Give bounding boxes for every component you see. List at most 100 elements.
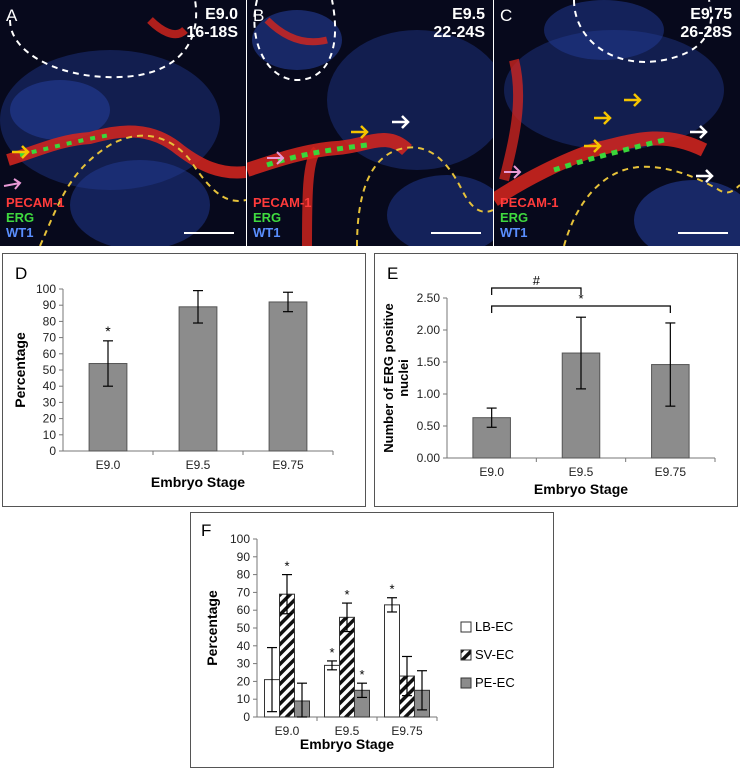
scale-bar <box>184 232 234 234</box>
significance-marker: * <box>389 582 394 597</box>
y-tick-label: 1.00 <box>417 387 441 401</box>
y-tick-label: 20 <box>43 412 57 426</box>
stain-green: ERG <box>6 210 35 225</box>
stain-red: PECAM-1 <box>500 195 559 210</box>
stage-value: E9.0 <box>205 6 238 23</box>
x-tick-label: E9.0 <box>479 465 504 479</box>
chart-f: 0 10 20 30 40 50 60 70 80 90 100 * E9.0 * * * E9.5 * E9.75… <box>204 532 515 752</box>
significance-marker: * <box>105 323 111 339</box>
x-axis-title: Embryo Stage <box>300 736 394 752</box>
y-tick-label: 30 <box>237 657 251 671</box>
chart-letter: F <box>201 521 212 540</box>
bar-lb-ec <box>384 604 400 718</box>
x-tick-label: E9.75 <box>655 465 687 479</box>
chart-panel-f: 0 10 20 30 40 50 60 70 80 90 100 * E9.0 * * * E9.5 * E9.75… <box>190 512 554 768</box>
significance-bracket <box>491 287 582 295</box>
stain-red: PECAM-1 <box>253 195 312 210</box>
y-axis-title: nuclei <box>396 359 411 397</box>
chart-e: 0.00 0.50 1.00 1.50 2.00 2.50 E9.0 E9.5 E9.75 Emb… <box>381 273 716 497</box>
x-tick-label: E9.75 <box>391 724 423 738</box>
legend-swatch <box>460 621 472 633</box>
stage-value: E9.5 <box>452 6 485 23</box>
x-tick-label: E9.75 <box>272 458 304 472</box>
somite-value: 22-24S <box>433 24 485 41</box>
y-tick-label: 40 <box>237 639 251 653</box>
bar <box>268 301 308 452</box>
somite-value: 16-18S <box>186 24 238 41</box>
y-tick-label: 60 <box>43 347 57 361</box>
panel-letter: C <box>500 6 513 25</box>
legend-swatch <box>460 677 472 689</box>
x-tick-label: E9.5 <box>335 724 360 738</box>
x-tick-label: E9.0 <box>275 724 300 738</box>
somite-value: 26-28S <box>680 24 732 41</box>
chart-panel-d: 0 10 20 30 40 50 60 70 80 90 100 * E9.0 E9.5 E9.75 Embr… <box>2 253 366 507</box>
significance-marker: * <box>329 645 334 660</box>
micrograph-panel-c: C E9.75 26-28S PECAM-1 ERG WT1 <box>494 0 740 246</box>
y-tick-label: 100 <box>230 532 250 546</box>
micrograph-image <box>494 0 740 246</box>
x-axis-title: Embryo Stage <box>534 481 628 497</box>
stain-blue: WT1 <box>6 225 34 240</box>
y-tick-label: 90 <box>43 298 57 312</box>
legend-label: SV-EC <box>475 647 514 662</box>
x-tick-label: E9.5 <box>186 458 211 472</box>
scale-bar <box>431 232 481 234</box>
y-tick-label: 0 <box>49 444 56 458</box>
significance-marker: # <box>533 273 541 288</box>
y-axis-title: Percentage <box>12 332 28 408</box>
stage-label: E9.0 16-18S <box>186 6 238 42</box>
y-tick-label: 10 <box>43 428 57 442</box>
stage-label: E9.75 26-28S <box>680 6 732 42</box>
x-axis-title: Embryo Stage <box>151 474 245 490</box>
stain-blue: WT1 <box>253 225 281 240</box>
significance-marker: * <box>359 667 364 682</box>
y-tick-label: 50 <box>43 363 57 377</box>
micrograph-image <box>247 0 493 246</box>
significance-bracket <box>491 305 671 313</box>
legend-swatch <box>460 649 472 661</box>
stain-red: PECAM-1 <box>6 195 65 210</box>
significance-marker: * <box>578 291 583 306</box>
stain-legend: PECAM-1 ERG WT1 <box>500 195 559 240</box>
y-tick-label: 50 <box>237 621 251 635</box>
panel-letter: B <box>253 6 265 25</box>
stain-green: ERG <box>500 210 529 225</box>
chart-panel-e: 0.00 0.50 1.00 1.50 2.00 2.50 E9.0 E9.5 E9.75 Emb… <box>374 253 738 507</box>
y-tick-label: 100 <box>36 282 56 296</box>
panel-letter: A <box>6 6 18 25</box>
y-tick-label: 2.00 <box>417 323 441 337</box>
y-tick-label: 20 <box>237 674 251 688</box>
y-tick-label: 70 <box>237 585 251 599</box>
stain-green: ERG <box>253 210 282 225</box>
y-tick-label: 60 <box>237 603 251 617</box>
bar-lb-ec <box>324 664 340 718</box>
y-tick-label: 80 <box>237 568 251 582</box>
stain-blue: WT1 <box>500 225 528 240</box>
chart-d: 0 10 20 30 40 50 60 70 80 90 100 * E9.0 E9.5 E9.75 Embr… <box>12 282 334 490</box>
y-axis-title: Number of ERG positive <box>381 303 396 453</box>
stage-label: E9.5 22-24S <box>433 6 485 42</box>
x-tick-label: E9.5 <box>569 465 594 479</box>
stain-legend: PECAM-1 ERG WT1 <box>253 195 312 240</box>
bar <box>178 306 218 452</box>
legend-label: LB-EC <box>475 619 513 634</box>
y-tick-label: 2.50 <box>417 291 441 305</box>
y-tick-label: 80 <box>43 314 57 328</box>
y-tick-label: 10 <box>237 692 251 706</box>
legend-label: PE-EC <box>475 675 515 690</box>
bar-sv-ec <box>339 616 355 718</box>
y-tick-label: 0.00 <box>417 451 441 465</box>
y-tick-label: 0 <box>243 710 250 724</box>
x-tick-label: E9.0 <box>96 458 121 472</box>
micrograph-panel-b: B E9.5 22-24S PECAM-1 ERG WT1 <box>247 0 493 246</box>
micrograph-panel-a: A E9.0 16-18S PECAM-1 ERG WT1 <box>0 0 246 246</box>
y-tick-label: 0.50 <box>417 419 441 433</box>
chart-letter: D <box>15 264 28 283</box>
stage-value: E9.75 <box>690 6 732 23</box>
scale-bar <box>678 232 728 234</box>
significance-marker: * <box>284 559 289 574</box>
chart-letter: E <box>387 264 399 283</box>
significance-marker: * <box>344 587 349 602</box>
micrograph-image <box>0 0 246 246</box>
